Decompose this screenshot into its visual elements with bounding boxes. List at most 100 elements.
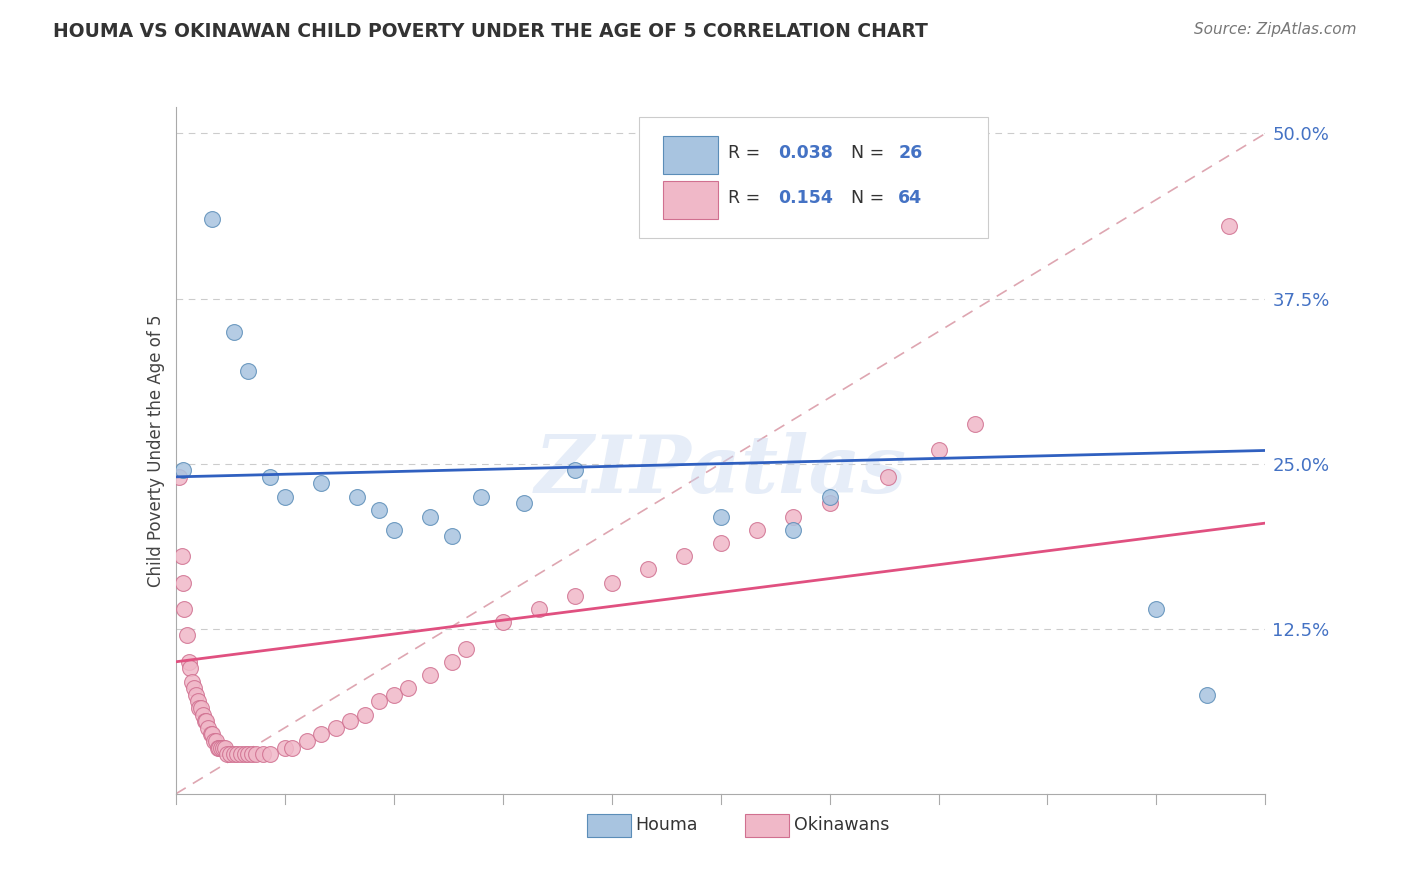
Point — [281, 740, 304, 755]
Point — [208, 740, 231, 755]
Point — [226, 747, 249, 762]
Point — [193, 707, 215, 722]
Point — [179, 661, 201, 675]
Point — [173, 602, 195, 616]
FancyBboxPatch shape — [638, 118, 987, 237]
Point — [169, 470, 191, 484]
Point — [233, 747, 256, 762]
Point — [222, 747, 245, 762]
Point — [238, 747, 260, 762]
Point — [207, 740, 229, 755]
FancyBboxPatch shape — [586, 814, 631, 838]
Point — [440, 529, 463, 543]
Point — [231, 747, 253, 762]
Point — [710, 536, 733, 550]
Point — [339, 714, 361, 729]
Point — [240, 747, 263, 762]
Text: 0.038: 0.038 — [779, 145, 834, 162]
Point — [188, 701, 211, 715]
Text: 0.154: 0.154 — [779, 189, 834, 207]
Point — [176, 628, 198, 642]
Point — [368, 694, 391, 708]
Point — [368, 503, 391, 517]
Point — [309, 727, 332, 741]
Point — [1218, 219, 1240, 233]
Text: Houma: Houma — [636, 816, 699, 834]
Point — [346, 490, 368, 504]
Text: 26: 26 — [898, 145, 922, 162]
Point — [194, 714, 217, 729]
Point — [202, 734, 225, 748]
Point — [274, 490, 297, 504]
Point — [710, 509, 733, 524]
Point — [238, 364, 260, 378]
Point — [214, 740, 236, 755]
Point — [197, 721, 219, 735]
FancyBboxPatch shape — [662, 180, 718, 219]
Point — [204, 734, 226, 748]
Point — [201, 727, 224, 741]
Point — [818, 490, 841, 504]
Text: N =: N = — [852, 189, 890, 207]
Text: R =: R = — [728, 145, 766, 162]
Point — [219, 747, 242, 762]
Point — [564, 463, 586, 477]
Point — [382, 688, 405, 702]
Point — [184, 688, 207, 702]
Point — [259, 747, 281, 762]
Point — [215, 747, 238, 762]
Point — [600, 575, 623, 590]
Point — [195, 714, 218, 729]
Point — [782, 523, 804, 537]
FancyBboxPatch shape — [745, 814, 789, 838]
Point — [212, 740, 235, 755]
Point — [782, 509, 804, 524]
Point — [1146, 602, 1168, 616]
Point — [382, 523, 405, 537]
Point — [200, 727, 222, 741]
Point — [876, 470, 898, 484]
Text: Okinawans: Okinawans — [793, 816, 889, 834]
Point — [396, 681, 419, 696]
Point — [295, 734, 318, 748]
Text: Source: ZipAtlas.com: Source: ZipAtlas.com — [1194, 22, 1357, 37]
Text: R =: R = — [728, 189, 766, 207]
Point — [177, 655, 200, 669]
Point — [818, 496, 841, 510]
Point — [564, 589, 586, 603]
Point — [513, 496, 536, 510]
Point — [1197, 688, 1219, 702]
Point — [245, 747, 267, 762]
Point — [183, 681, 205, 696]
Point — [209, 740, 232, 755]
Point — [673, 549, 696, 563]
Point — [201, 212, 224, 227]
Point — [252, 747, 274, 762]
Point — [172, 463, 194, 477]
Y-axis label: Child Poverty Under the Age of 5: Child Poverty Under the Age of 5 — [146, 314, 165, 587]
Point — [172, 575, 194, 590]
Point — [186, 694, 209, 708]
Point — [170, 549, 193, 563]
Point — [470, 490, 492, 504]
Point — [440, 655, 463, 669]
Point — [527, 602, 550, 616]
Point — [745, 523, 768, 537]
Text: N =: N = — [852, 145, 890, 162]
Point — [492, 615, 515, 630]
Text: 64: 64 — [898, 189, 922, 207]
Text: HOUMA VS OKINAWAN CHILD POVERTY UNDER THE AGE OF 5 CORRELATION CHART: HOUMA VS OKINAWAN CHILD POVERTY UNDER TH… — [53, 22, 928, 41]
Point — [928, 443, 950, 458]
FancyBboxPatch shape — [662, 136, 718, 174]
Text: ZIPatlas: ZIPatlas — [534, 433, 907, 510]
Point — [325, 721, 347, 735]
Point — [419, 668, 441, 682]
Point — [637, 562, 659, 576]
Point — [456, 641, 478, 656]
Point — [309, 476, 332, 491]
Point — [419, 509, 441, 524]
Point — [222, 325, 245, 339]
Point — [180, 674, 202, 689]
Point — [963, 417, 986, 431]
Point — [259, 470, 281, 484]
